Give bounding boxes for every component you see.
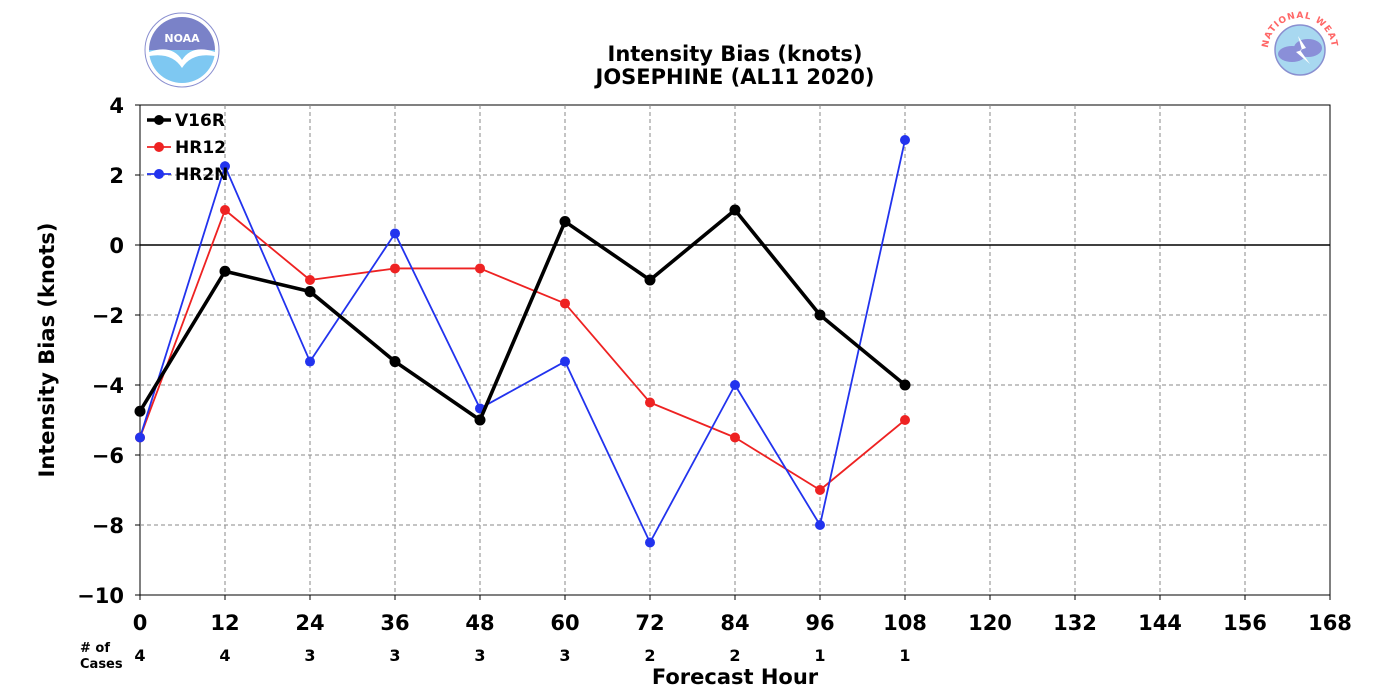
case-count: 3 [304, 646, 315, 665]
cases-row: 4 4 3 3 3 3 2 2 1 1 [134, 646, 910, 665]
data-point [135, 432, 145, 443]
y-axis-label: Intensity Bias (knots) [35, 223, 59, 478]
x-tick-label: 0 [133, 611, 148, 635]
noaa-logo: NOAA [144, 12, 220, 88]
y-tick-label: −6 [92, 444, 124, 468]
data-point [389, 356, 401, 368]
legend-label: HR12 [175, 138, 226, 158]
case-count: 1 [814, 646, 825, 665]
data-point [305, 356, 315, 367]
data-point [220, 205, 230, 215]
noaa-logo-text: NOAA [164, 32, 200, 45]
x-tick-label: 156 [1223, 611, 1267, 635]
data-point [815, 485, 825, 495]
x-tick-label: 60 [550, 611, 579, 635]
y-tick-label: −10 [77, 584, 124, 608]
data-point [475, 263, 485, 274]
series-line [139, 209, 906, 491]
legend-swatch-marker [154, 169, 164, 179]
series-v16r [134, 204, 911, 426]
case-count: 4 [134, 646, 145, 665]
data-point [900, 135, 910, 145]
x-tick-label: 24 [295, 611, 324, 635]
y-tick-label: 2 [109, 164, 124, 188]
x-tick-label: 120 [968, 611, 1012, 635]
case-count: 4 [219, 646, 230, 665]
x-tick-label: 108 [883, 611, 927, 635]
data-point [474, 414, 486, 426]
legend: V16R HR12 HR2N [147, 111, 228, 185]
data-point [899, 379, 911, 391]
legend-label: HR2N [175, 165, 228, 185]
series-line [138, 208, 907, 422]
y-axis-ticks: −10 −8 −6 −4 −2 0 2 4 [77, 94, 140, 608]
case-count: 3 [474, 646, 485, 665]
x-axis-ticks: 0 12 24 36 48 60 72 84 96 108 120 132 144 156 168 [133, 595, 1352, 635]
data-point [219, 265, 231, 277]
data-point [900, 415, 910, 425]
data-point [730, 432, 740, 443]
series-hr2n [135, 135, 910, 548]
x-tick-label: 12 [210, 611, 239, 635]
case-count: 2 [729, 646, 740, 665]
case-count: 3 [559, 646, 570, 665]
data-point [390, 263, 400, 274]
chart-subtitle: JOSEPHINE (AL11 2020) [594, 65, 875, 89]
legend-item-hr2n: HR2N [147, 165, 228, 185]
case-count: 1 [899, 646, 910, 665]
y-tick-label: 4 [109, 94, 124, 118]
cases-header: # of Cases [80, 641, 123, 672]
data-point [304, 286, 316, 298]
case-count: 2 [644, 646, 655, 665]
chart-title: Intensity Bias (knots) [608, 42, 863, 66]
grid [140, 105, 1330, 595]
series-hr12 [135, 205, 910, 495]
x-axis-label: Forecast Hour [652, 665, 819, 689]
series-layer [134, 135, 911, 548]
y-tick-label: −2 [92, 304, 124, 328]
data-point [644, 274, 656, 286]
x-tick-label: 132 [1053, 611, 1097, 635]
data-point [560, 298, 570, 309]
x-tick-label: 144 [1138, 611, 1182, 635]
y-tick-label: 0 [109, 234, 124, 258]
x-tick-label: 168 [1308, 611, 1352, 635]
data-point [645, 397, 655, 408]
legend-swatch-marker [154, 115, 164, 125]
legend-item-hr12: HR12 [147, 138, 226, 158]
data-point [220, 161, 230, 172]
x-tick-label: 36 [380, 611, 409, 635]
nws-logo: NATIONAL WEATHER SERVICE [1261, 11, 1338, 87]
case-count: 3 [389, 646, 400, 665]
data-point [305, 275, 315, 285]
data-point [390, 228, 400, 239]
data-point [729, 204, 741, 216]
y-tick-label: −4 [92, 374, 124, 398]
legend-label: V16R [175, 111, 225, 131]
data-point [730, 380, 740, 390]
x-tick-label: 96 [805, 611, 834, 635]
y-tick-label: −8 [92, 514, 124, 538]
data-point [645, 537, 655, 548]
data-point [814, 309, 826, 321]
data-point [134, 405, 146, 417]
data-point [815, 520, 825, 530]
x-tick-label: 48 [465, 611, 494, 635]
x-tick-label: 72 [635, 611, 664, 635]
legend-item-v16r: V16R [147, 111, 225, 131]
data-point [560, 356, 570, 367]
data-point [559, 216, 571, 228]
x-tick-label: 84 [720, 611, 749, 635]
series-line [139, 139, 906, 544]
legend-swatch-marker [154, 142, 164, 152]
